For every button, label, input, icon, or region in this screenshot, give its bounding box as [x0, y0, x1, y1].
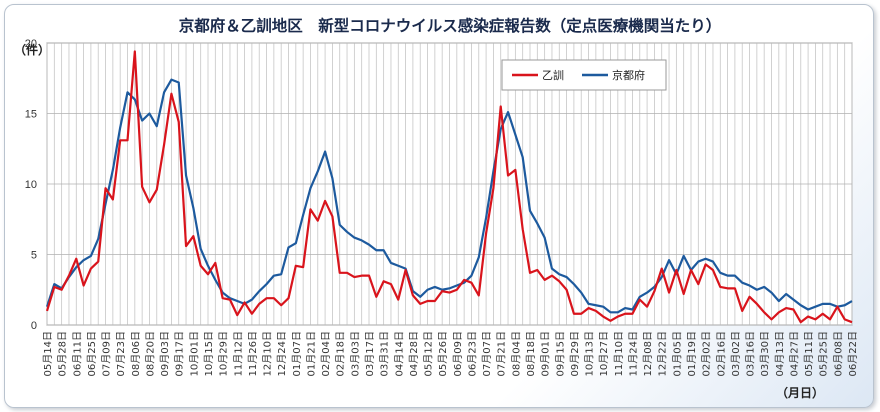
x-tick-label: 06月09日: [452, 331, 464, 376]
series-line-otokuni: [45, 50, 853, 324]
x-tick-label: 02月04日: [320, 331, 332, 376]
x-tick-label: 08月06日: [130, 331, 142, 376]
x-tick-label: 09月17日: [174, 331, 186, 376]
x-tick-label: 08月18日: [525, 331, 537, 376]
x-tick-label: 03月30日: [759, 331, 771, 376]
x-tick-label: 06月22日: [847, 331, 859, 376]
x-tick-label: 07月09日: [101, 331, 113, 376]
x-tick-label: 03月16日: [745, 331, 757, 376]
x-tick-label: 08月20日: [144, 331, 156, 376]
x-tick-label: 01月07日: [291, 331, 303, 376]
chart-title: 京都府＆乙訓地区 新型コロナウイルス感染症報告数（定点医療機関当たり）: [179, 16, 722, 35]
x-tick-label: 06月25日: [86, 331, 98, 376]
x-tick-label: 12月24日: [276, 331, 288, 376]
y-tick-label: 5: [31, 250, 37, 262]
x-tick-label: 04月13日: [774, 331, 786, 376]
x-tick-label: 05月14日: [42, 331, 54, 376]
x-tick-label: 09月29日: [569, 331, 581, 376]
x-tick-label: 06月23日: [466, 331, 478, 376]
x-tick-label: 10月01日: [188, 331, 200, 376]
x-tick-label: 05月12日: [423, 331, 435, 376]
x-tick-label: 01月21日: [305, 331, 317, 376]
x-tick-label: 01月05日: [671, 331, 683, 376]
x-tick-label: 06月08日: [832, 331, 844, 376]
x-tick-label: 03月17日: [364, 331, 376, 376]
x-tick-label: 07月21日: [496, 331, 508, 376]
x-tick-label: 10月27日: [598, 331, 610, 376]
x-tick-label: 03月02日: [730, 331, 742, 376]
x-tick-label: 10月15日: [203, 331, 215, 376]
x-tick-label: 11月10日: [613, 331, 625, 376]
x-tick-label: 05月26日: [437, 331, 449, 376]
x-tick-label: 04月28日: [408, 331, 420, 376]
y-tick-label: 10: [25, 179, 37, 191]
y-tick-label: 0: [31, 320, 37, 332]
x-tick-label: 05月11日: [803, 331, 815, 376]
x-tick-label: 10月13日: [584, 331, 596, 376]
x-tick-label: 03月03日: [349, 331, 361, 376]
x-tick-label: 09月15日: [554, 331, 566, 376]
x-tick-label: 02月16日: [715, 331, 727, 376]
x-tick-label: 11月26日: [247, 331, 259, 376]
x-axis-unit-label: （月日）: [776, 385, 824, 400]
x-tick-label: 03月31日: [379, 331, 391, 376]
x-tick-label: 05月28日: [57, 331, 69, 376]
x-tick-label: 11月24日: [627, 331, 639, 376]
x-tick-label: 02月18日: [335, 331, 347, 376]
legend-label: 京都府: [612, 68, 645, 82]
y-tick-label: 15: [25, 109, 37, 121]
x-tick-label: 04月27日: [788, 331, 800, 376]
y-tick-label: 20: [25, 38, 37, 50]
x-tick-label: 11月12日: [232, 331, 244, 376]
x-tick-label: 05月25日: [818, 331, 830, 376]
x-tick-label: 12月22日: [657, 331, 669, 376]
y-axis-unit-label: （件）: [14, 42, 50, 57]
x-tick-label: 09月01日: [540, 331, 552, 376]
legend-label: 乙訓: [542, 68, 564, 82]
x-tick-label: 01月19日: [686, 331, 698, 376]
x-tick-label: 06月11日: [71, 331, 83, 376]
series-line-kyoto-prefecture: [45, 78, 853, 314]
x-tick-label: 08月04日: [510, 331, 522, 376]
x-tick-label: 10月29日: [218, 331, 230, 376]
x-tick-label: 07月07日: [481, 331, 493, 376]
x-tick-label: 12月08日: [642, 331, 654, 376]
x-tick-label: 09月03日: [159, 331, 171, 376]
x-tick-label: 07月23日: [115, 331, 127, 376]
x-tick-label: 12月10日: [262, 331, 274, 376]
x-tick-label: 02月02日: [701, 331, 713, 376]
x-tick-label: 04月14日: [393, 331, 405, 376]
